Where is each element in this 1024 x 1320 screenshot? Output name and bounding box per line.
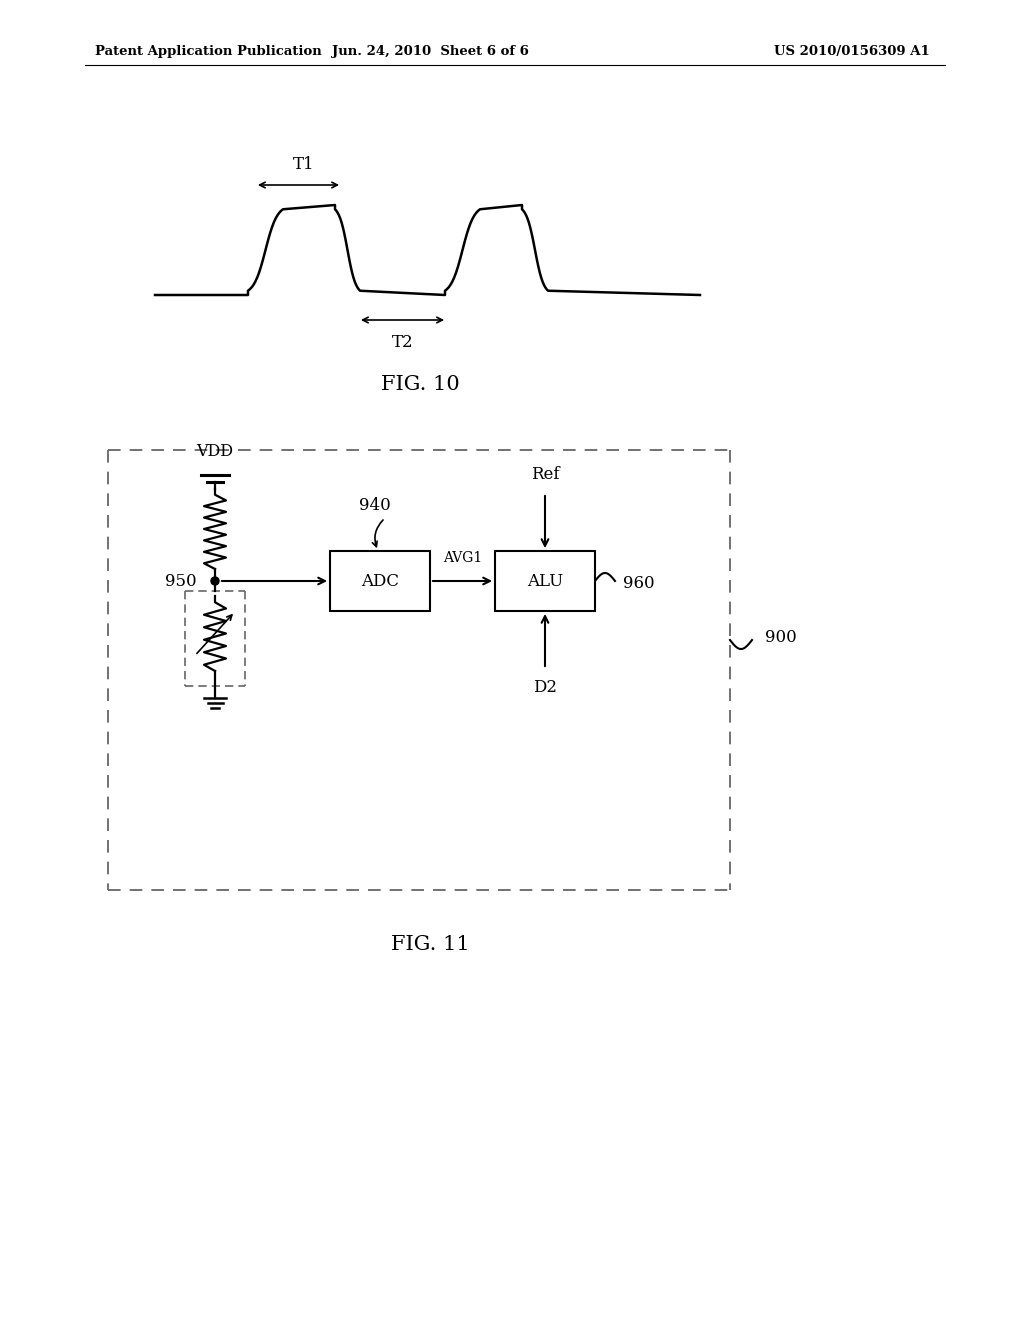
- Text: 900: 900: [765, 630, 797, 647]
- Bar: [495, 550, 595, 611]
- Text: FIG. 11: FIG. 11: [390, 936, 469, 954]
- Text: VDD: VDD: [197, 444, 233, 459]
- Text: Ref: Ref: [530, 466, 559, 483]
- Bar: [330, 550, 430, 611]
- Text: US 2010/0156309 A1: US 2010/0156309 A1: [774, 45, 930, 58]
- Text: Patent Application Publication: Patent Application Publication: [95, 45, 322, 58]
- Text: ADC: ADC: [361, 573, 399, 590]
- Circle shape: [211, 577, 219, 585]
- Text: 940: 940: [359, 498, 391, 515]
- Text: FIG. 10: FIG. 10: [381, 375, 460, 395]
- Text: AVG1: AVG1: [442, 550, 482, 565]
- Text: T2: T2: [392, 334, 414, 351]
- Text: 960: 960: [623, 574, 654, 591]
- Text: D2: D2: [534, 678, 557, 696]
- Text: ALU: ALU: [527, 573, 563, 590]
- Text: T1: T1: [293, 156, 314, 173]
- Text: Jun. 24, 2010  Sheet 6 of 6: Jun. 24, 2010 Sheet 6 of 6: [332, 45, 528, 58]
- Text: 950: 950: [165, 573, 197, 590]
